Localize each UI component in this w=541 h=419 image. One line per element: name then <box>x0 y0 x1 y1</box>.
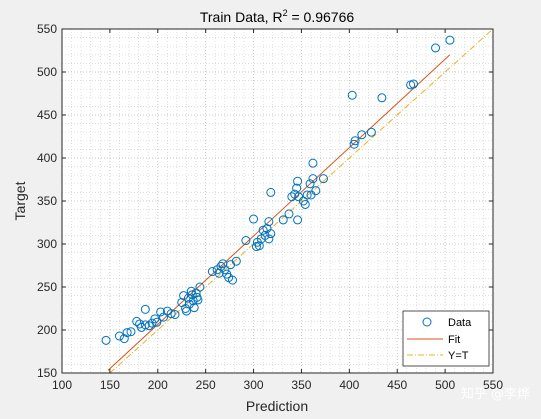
grid <box>61 28 494 374</box>
y-tick-label: 400 <box>37 151 57 165</box>
x-tick-label: 500 <box>435 378 455 392</box>
data-point <box>284 209 294 219</box>
data-point <box>431 43 441 53</box>
x-tick-label: 200 <box>148 378 168 392</box>
data-point <box>220 265 230 275</box>
legend-label-data: Data <box>448 317 472 329</box>
data-point <box>170 310 180 320</box>
data-point <box>122 328 132 338</box>
x-tick-label: 150 <box>100 378 120 392</box>
data-point <box>278 215 288 225</box>
title-superscript: 2 <box>283 8 288 18</box>
data-point <box>347 90 357 100</box>
y-tick-label: 150 <box>37 366 57 380</box>
data-point <box>264 234 274 244</box>
data-point <box>114 331 124 341</box>
lines-layer <box>107 29 493 373</box>
data-point <box>144 321 154 331</box>
x-tick-label: 350 <box>291 378 311 392</box>
y-axis: 150 200 250 300 350 400 450 500 550 <box>37 22 493 380</box>
data-point <box>186 286 196 296</box>
y-tick-label: 450 <box>37 108 57 122</box>
data-point <box>140 304 150 314</box>
data-point <box>287 192 297 202</box>
data-point <box>231 256 241 266</box>
data-point <box>308 158 318 168</box>
data-point <box>156 307 166 317</box>
data-point <box>318 174 328 184</box>
legend: Data Fit Y=T <box>402 310 490 367</box>
x-tick-label: 400 <box>339 378 359 392</box>
data-point <box>193 295 203 305</box>
data-point <box>207 267 217 277</box>
legend-label-fit: Fit <box>448 334 460 346</box>
data-point <box>350 136 360 146</box>
data-point <box>132 316 142 326</box>
data-points <box>101 35 455 345</box>
x-axis-label: Prediction <box>246 398 308 414</box>
data-point <box>249 214 259 224</box>
legend-marker-data <box>422 317 432 327</box>
y-tick-label: 300 <box>37 237 57 251</box>
data-point <box>357 130 367 140</box>
data-point <box>140 320 150 330</box>
x-tick-label: 450 <box>387 378 407 392</box>
data-point <box>266 187 276 197</box>
y-tick-label: 250 <box>37 280 57 294</box>
fit-line <box>107 54 451 371</box>
data-point <box>293 176 303 186</box>
data-point <box>293 215 303 225</box>
legend-label-identity: Y=T <box>448 350 469 362</box>
data-point <box>264 217 274 227</box>
data-point <box>179 291 189 301</box>
y-axis-label: Target <box>12 181 28 220</box>
y-tick-label: 550 <box>37 22 57 36</box>
chart-title: Train Data, R2 = 0.96766 <box>200 8 355 25</box>
data-point <box>305 179 315 189</box>
data-point <box>292 183 302 193</box>
data-point <box>302 190 312 200</box>
data-point <box>195 282 205 292</box>
data-point <box>308 174 318 184</box>
x-tick-label: 300 <box>244 378 264 392</box>
data-point <box>101 335 111 345</box>
x-tick-label: 250 <box>196 378 216 392</box>
data-point <box>349 139 359 149</box>
data-point <box>366 127 376 137</box>
data-point <box>166 309 176 319</box>
identity-line <box>109 29 493 373</box>
data-point <box>254 241 264 251</box>
x-tick-label: 100 <box>52 378 72 392</box>
data-point <box>126 327 136 337</box>
watermark: 知乎 @李烨 <box>461 386 530 402</box>
data-point <box>266 229 276 239</box>
y-tick-label: 200 <box>37 323 57 337</box>
x-tick-label: 550 <box>483 378 503 392</box>
y-tick-label: 350 <box>37 194 57 208</box>
data-point <box>189 303 199 313</box>
data-point <box>300 199 310 209</box>
data-point <box>409 79 419 89</box>
data-point <box>241 236 251 246</box>
data-point <box>119 334 129 344</box>
data-point <box>152 317 162 327</box>
data-point <box>445 35 455 45</box>
y-tick-label: 500 <box>37 65 57 79</box>
data-point <box>227 275 237 285</box>
data-point <box>377 93 387 103</box>
data-point <box>311 186 321 196</box>
x-axis: 100 150 200 250 300 350 400 450 500 550 <box>52 29 503 392</box>
